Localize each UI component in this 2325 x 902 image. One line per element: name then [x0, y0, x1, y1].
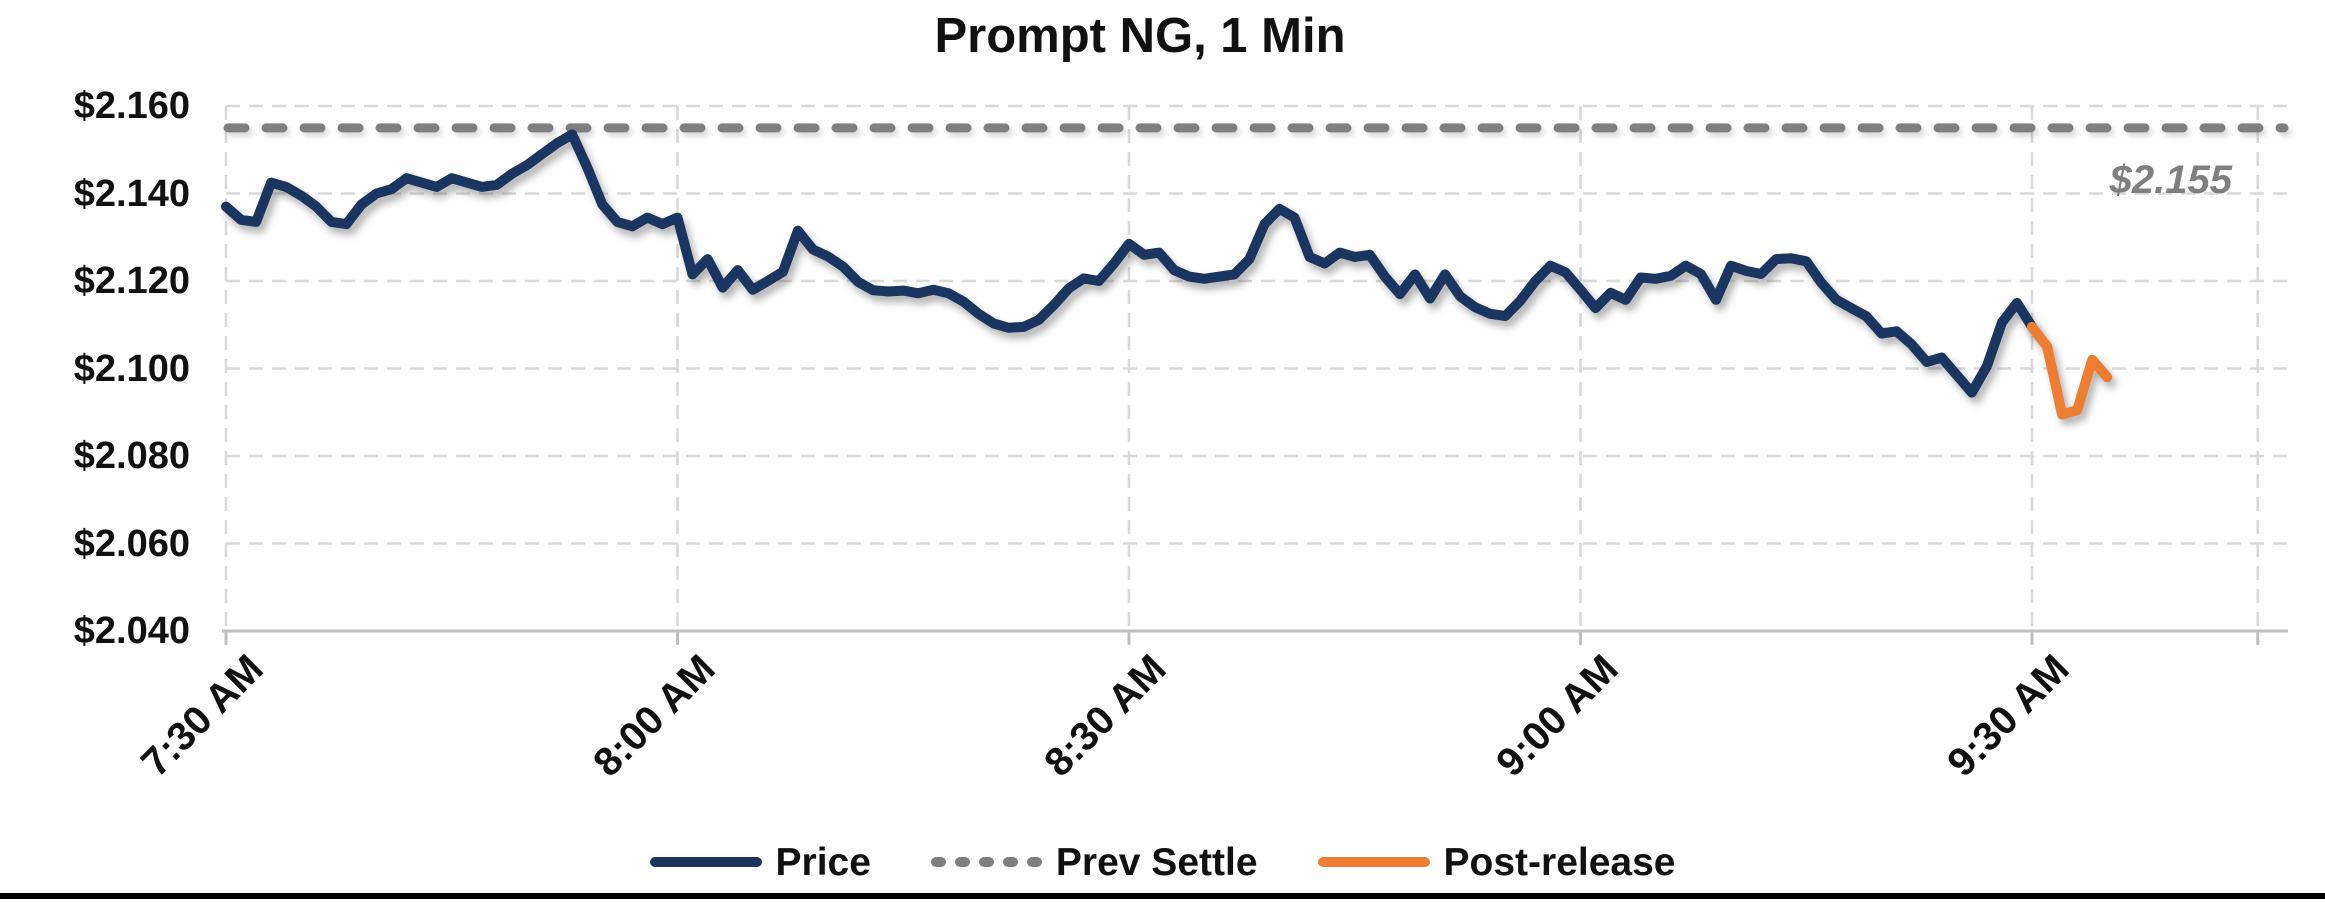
legend: Price Prev Settle Post-release: [0, 836, 2325, 888]
post-release-series-line: [2027, 321, 2113, 420]
price-series-line: [221, 129, 2037, 398]
bottom-border-line: [0, 893, 2325, 899]
legend-item-prev-settle: Prev Settle: [930, 840, 1258, 884]
prev-settle-dash-swatch-icon: [930, 857, 1042, 867]
y-axis-tick-label: $2.120: [73, 260, 190, 302]
legend-label-post-release: Post-release: [1443, 840, 1676, 884]
legend-label-prev-settle: Prev Settle: [1055, 840, 1258, 884]
legend-item-post-release: Post-release: [1317, 840, 1676, 884]
y-axis-tick-label: $2.080: [73, 435, 190, 477]
price-line-swatch-icon: [649, 857, 762, 867]
legend-item-price: Price: [649, 840, 871, 884]
legend-label-price: Price: [775, 840, 871, 884]
y-axis-tick-label: $2.140: [73, 172, 190, 215]
y-axis-tick-label: $2.160: [73, 85, 190, 127]
prev-settle-value-annotation: $2.155: [2109, 158, 2232, 202]
chart-title: Prompt NG, 1 Min: [934, 9, 1346, 63]
y-axis-tick-label: $2.100: [73, 347, 190, 390]
y-axis-tick-label: $2.060: [73, 522, 190, 565]
y-axis-tick-label: $2.040: [73, 610, 190, 652]
post-release-line-swatch-icon: [1317, 857, 1430, 867]
